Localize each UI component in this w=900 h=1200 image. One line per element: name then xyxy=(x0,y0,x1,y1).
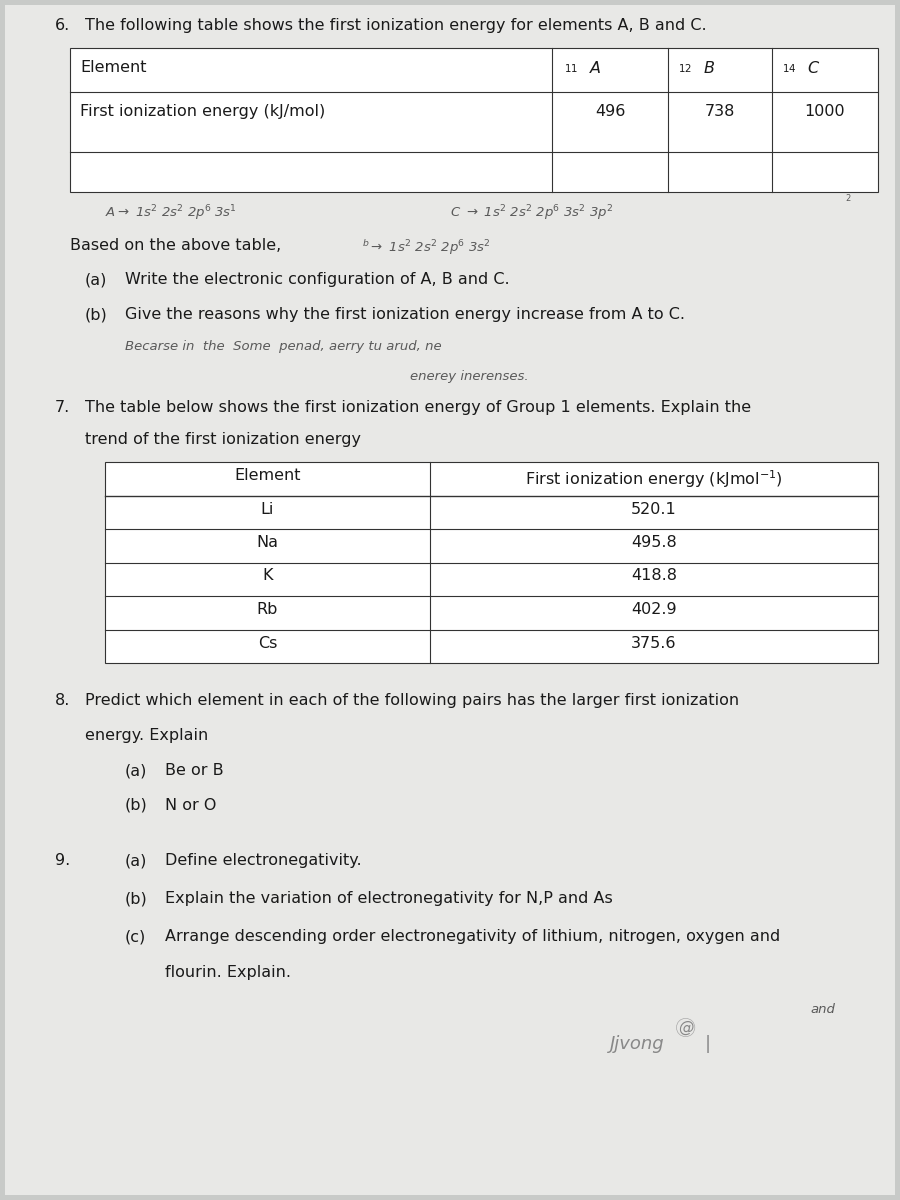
Text: 7.: 7. xyxy=(55,400,70,415)
Text: $C$: $C$ xyxy=(807,60,820,76)
Text: enerey inerenses.: enerey inerenses. xyxy=(410,370,528,383)
Text: flourin. Explain.: flourin. Explain. xyxy=(165,965,291,980)
Text: $_{14}$: $_{14}$ xyxy=(782,60,796,74)
Text: Arrange descending order electronegativity of lithium, nitrogen, oxygen and: Arrange descending order electronegativi… xyxy=(165,929,780,944)
Text: (b): (b) xyxy=(125,890,148,906)
Text: Jjvong: Jjvong xyxy=(610,1034,664,1054)
Text: Cs: Cs xyxy=(257,636,277,650)
Text: (c): (c) xyxy=(125,929,146,944)
Text: @: @ xyxy=(678,1020,693,1034)
Text: Li: Li xyxy=(261,502,274,516)
Text: 418.8: 418.8 xyxy=(631,569,677,583)
Text: Element: Element xyxy=(234,468,301,482)
Text: (a): (a) xyxy=(125,853,148,868)
Text: 6.: 6. xyxy=(55,18,70,32)
Text: $A$: $A$ xyxy=(589,60,602,76)
Text: First ionization energy (kJ/mol): First ionization energy (kJ/mol) xyxy=(80,104,325,119)
Text: A$\rightarrow$ 1s$^2$ 2s$^2$ 2p$^6$ 3s$^1$: A$\rightarrow$ 1s$^2$ 2s$^2$ 2p$^6$ 3s$^… xyxy=(105,203,237,222)
Text: trend of the first ionization energy: trend of the first ionization energy xyxy=(85,432,361,446)
Text: Be or B: Be or B xyxy=(165,763,223,778)
Text: Explain the variation of electronegativity for N,P and As: Explain the variation of electronegativi… xyxy=(165,890,613,906)
Text: 496: 496 xyxy=(595,104,625,119)
Text: Based on the above table,: Based on the above table, xyxy=(70,238,281,253)
Text: Give the reasons why the first ionization energy increase from A to C.: Give the reasons why the first ionizatio… xyxy=(125,307,685,322)
FancyBboxPatch shape xyxy=(5,5,895,1195)
Text: The following table shows the first ionization energy for elements A, B and C.: The following table shows the first ioni… xyxy=(85,18,707,32)
Text: 1000: 1000 xyxy=(805,104,845,119)
Text: 402.9: 402.9 xyxy=(631,602,677,617)
Text: $_{11}$: $_{11}$ xyxy=(564,60,578,74)
Text: $^b$$\rightarrow$ 1s$^2$ 2s$^2$ 2p$^6$ 3s$^2$: $^b$$\rightarrow$ 1s$^2$ 2s$^2$ 2p$^6$ 3… xyxy=(362,238,490,257)
Text: N or O: N or O xyxy=(165,798,216,814)
Text: $_{12}$: $_{12}$ xyxy=(678,60,692,74)
Text: Define electronegativity.: Define electronegativity. xyxy=(165,853,362,868)
Text: 8.: 8. xyxy=(55,694,70,708)
Text: (a): (a) xyxy=(85,272,107,287)
Text: The table below shows the first ionization energy of Group 1 elements. Explain t: The table below shows the first ionizati… xyxy=(85,400,752,415)
Text: Predict which element in each of the following pairs has the larger first ioniza: Predict which element in each of the fol… xyxy=(85,694,739,708)
Text: and: and xyxy=(810,1003,835,1016)
Text: Na: Na xyxy=(256,535,278,550)
Text: First ionization energy (kJmol$^{-1}$): First ionization energy (kJmol$^{-1}$) xyxy=(525,468,783,490)
Text: C $\rightarrow$ 1s$^2$ 2s$^2$ 2p$^6$ 3s$^2$ 3p$^2$: C $\rightarrow$ 1s$^2$ 2s$^2$ 2p$^6$ 3s$… xyxy=(450,203,613,222)
Bar xyxy=(105,462,878,662)
Text: $^2$: $^2$ xyxy=(845,194,851,206)
Text: $B$: $B$ xyxy=(703,60,715,76)
Text: (a): (a) xyxy=(125,763,148,778)
Text: K: K xyxy=(262,569,273,583)
Text: Rb: Rb xyxy=(256,602,278,617)
Text: 520.1: 520.1 xyxy=(631,502,677,516)
Bar xyxy=(70,48,878,192)
Text: energy. Explain: energy. Explain xyxy=(85,728,208,743)
Text: Becarse in  the  Some  penad, aerry tu arud, ne: Becarse in the Some penad, aerry tu arud… xyxy=(125,340,442,353)
Text: 375.6: 375.6 xyxy=(631,636,677,650)
Text: 9.: 9. xyxy=(55,853,70,868)
Text: (b): (b) xyxy=(125,798,148,814)
Text: Write the electronic configuration of A, B and C.: Write the electronic configuration of A,… xyxy=(125,272,509,287)
Text: 495.8: 495.8 xyxy=(631,535,677,550)
Text: |: | xyxy=(705,1034,711,1054)
Text: 738: 738 xyxy=(705,104,735,119)
Text: Element: Element xyxy=(80,60,147,74)
Text: (b): (b) xyxy=(85,307,108,322)
